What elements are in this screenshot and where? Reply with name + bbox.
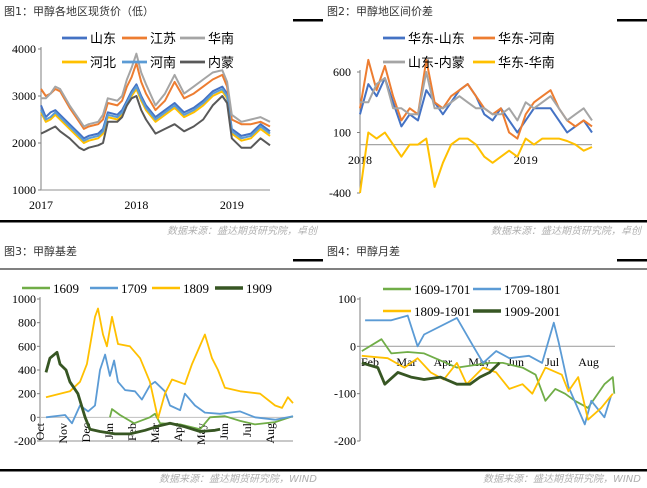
y-tick-label: 100 [333,126,351,140]
legend-label: 1609-1701 [414,282,470,297]
x-tick-label: Apr [171,423,185,442]
y-tick-label: -200 [334,434,356,448]
legend-label: 1809 [183,281,209,296]
y-tick-label: -200 [14,434,36,448]
series-line-山东 [40,83,271,140]
source-note: 数据来源：盛达期货研究院，卓创 [167,226,317,237]
series-line-1709 [45,353,294,425]
y-tick-label: 200 [18,387,36,401]
x-tick-label: Jul [240,422,254,437]
series-line-1709-1801 [365,314,612,426]
header-rule-accent [617,259,647,262]
footer-rule [0,469,323,472]
footer-rule [323,220,647,223]
y-tick-label: 1000 [12,183,36,197]
x-tick-label: Nov [56,423,70,444]
chart-panel-2: 图2：甲醇地区间价差 600 100 -400 2018 2019 华东-山东 华东-河南山… [323,0,647,240]
legend-label: 华南 [208,31,234,47]
legend-label: 1609 [53,281,79,296]
chart-title: 图2：甲醇地区间价差 [327,5,433,18]
y-tick-label: 3000 [12,89,36,103]
x-tick-label: 2018 [124,198,148,212]
header-rule-accent [293,19,323,22]
series-line-华南 [41,52,271,128]
legend-label: 山东 [90,32,116,47]
x-tick-label: May [194,423,208,445]
chart-title: 图4：甲醇月差 [327,245,400,258]
chart-panel-4: 图4：甲醇月差 100 0 -100 -200 Feb Mar Apr May Jun Jul Au… [323,240,647,488]
source-note: 数据来源：盛达期货研究院，卓创 [491,226,641,237]
legend-label: 河北 [90,56,116,71]
series-line-1809-1901 [361,354,614,421]
x-tick-label: 2019 [220,198,244,212]
series-line-山东-内蒙 [360,71,593,122]
chart-panel-1: 图1：甲醇各地区现货价（低） 4000 3000 2000 1000 2017 2018 2… [0,0,323,240]
y-tick-label: 600 [333,65,351,79]
x-tick-label: Jul [545,355,560,369]
chart-title: 图1：甲醇各地区现货价（低） [4,5,154,18]
series-line-华东-河南 [359,58,593,140]
x-tick-label: 2019 [514,153,538,167]
legend-label: 华东-华南 [498,55,555,71]
legend-label: 1709-1801 [504,282,560,297]
source-note: 数据来源：盛达期货研究院，WIND [158,474,317,485]
legend-label: 华东-河南 [498,31,555,47]
y-tick-label: -100 [334,387,356,401]
x-tick-label: 2017 [29,198,53,212]
y-tick-label: 600 [18,339,36,353]
x-tick-label: Oct [33,422,47,440]
series-line-河南 [40,85,271,142]
series-line-内蒙 [40,95,271,152]
legend-label: 1909 [246,281,272,296]
legend-label: 华东-山东 [408,32,465,47]
y-tick-label: 800 [18,316,36,330]
series-line-1909-2001 [361,361,501,386]
y-tick-label: 400 [18,363,36,377]
header-rule-accent [617,19,647,22]
legend-label: 江苏 [150,31,176,47]
x-tick-label: Jun [217,423,231,440]
chart-panel-3: 图3：甲醇基差 1000 800 600 400 200 0 -200 Oct Nov Dec Ja… [0,240,323,488]
footer-rule [323,469,647,472]
x-tick-label: Dec [79,423,93,442]
series-line-1909 [44,350,221,436]
y-tick-label: -400 [329,186,351,200]
chart-title: 图3：甲醇基差 [4,245,77,258]
series-line-华东-华南 [359,131,593,194]
source-note: 数据来源：盛达期货研究院，WIND [482,474,641,485]
y-tick-label: 4000 [12,42,36,56]
legend-label: 1709 [121,281,147,296]
y-tick-label: 1000 [12,292,36,306]
legend-label: 1909-2001 [504,304,560,319]
legend-label: 内蒙 [208,55,234,71]
x-tick-label: 2018 [348,153,372,167]
y-tick-label: 100 [338,292,356,306]
header-rule-accent [293,259,323,262]
y-tick-label: 2000 [12,136,36,150]
x-tick-label: Aug [263,423,277,444]
legend-label: 河南 [150,55,176,71]
y-tick-label: 0 [30,410,36,424]
legend-label: 山东-内蒙 [408,55,465,71]
series-line-1809 [45,307,294,420]
x-tick-label: Jan [102,423,116,439]
legend-label: 1809-1901 [414,304,470,319]
y-tick-label: 0 [350,339,356,353]
footer-rule [0,220,323,223]
x-tick-label: Aug [578,355,599,369]
